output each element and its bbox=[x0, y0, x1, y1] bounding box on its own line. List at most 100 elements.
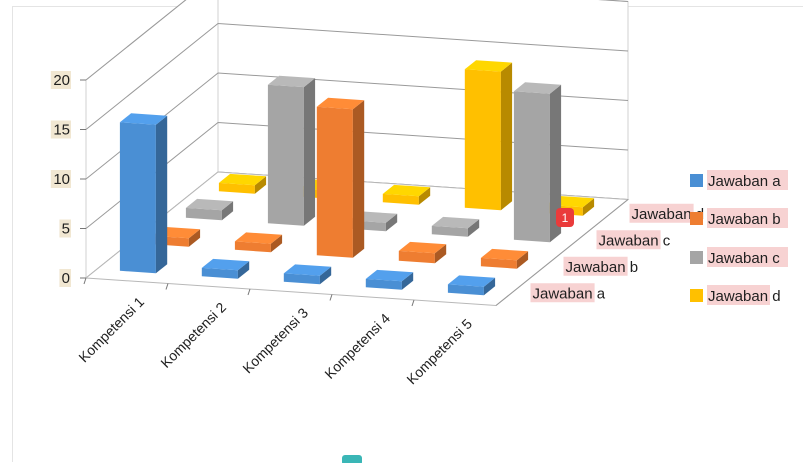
bar-top bbox=[201, 258, 250, 271]
bar-front bbox=[464, 69, 501, 211]
depth-label-highlight bbox=[629, 203, 694, 223]
y-tick-label: 5 bbox=[62, 221, 70, 238]
bar-side bbox=[385, 213, 398, 232]
bar-side bbox=[303, 78, 316, 226]
bar-top bbox=[365, 269, 414, 282]
bar-front bbox=[513, 91, 550, 243]
bar-front bbox=[201, 267, 238, 279]
y-tick-label: 15 bbox=[53, 122, 70, 139]
bar-side bbox=[418, 187, 431, 205]
bar-top bbox=[513, 82, 562, 94]
bar-front bbox=[185, 207, 222, 221]
bar-top bbox=[316, 97, 365, 110]
depth-label-highlight bbox=[530, 283, 595, 303]
legend: Jawaban a Jawaban b Jawaban c Jawaban d bbox=[690, 170, 788, 305]
legend-swatch-c bbox=[690, 251, 703, 264]
depth-label: Jawaban d bbox=[632, 206, 705, 223]
y-axis: 0 5 10 15 20 bbox=[50, 71, 86, 287]
bar-front bbox=[234, 241, 271, 253]
bar[interactable] bbox=[431, 216, 480, 237]
y-tick-label: 0 bbox=[62, 270, 70, 287]
legend-swatch-a bbox=[690, 174, 703, 187]
depth-label-highlight bbox=[596, 230, 661, 250]
bar-top bbox=[185, 198, 234, 211]
bar[interactable] bbox=[218, 173, 267, 194]
legend-highlight-c bbox=[707, 247, 788, 267]
bar[interactable] bbox=[447, 275, 496, 296]
bar-top bbox=[283, 264, 332, 276]
scroll-handle[interactable] bbox=[342, 455, 362, 463]
bar-front bbox=[431, 225, 468, 237]
bar-top bbox=[431, 216, 480, 229]
bar-top bbox=[234, 232, 283, 244]
bar[interactable] bbox=[316, 97, 365, 258]
depth-label: Jawaban a bbox=[533, 285, 606, 302]
x-tick-mark bbox=[247, 288, 251, 296]
x-tick-label: Kompetensi 5 bbox=[403, 315, 475, 387]
bar[interactable] bbox=[234, 232, 283, 253]
bar[interactable] bbox=[513, 82, 562, 243]
bar[interactable] bbox=[267, 75, 316, 226]
x-tick-label: Kompetensi 2 bbox=[157, 299, 229, 371]
legend-item-d[interactable]: Jawaban d bbox=[690, 285, 781, 305]
bar-side bbox=[319, 266, 332, 285]
bar[interactable] bbox=[185, 198, 234, 221]
y-tick-highlight bbox=[50, 71, 71, 89]
bar-top bbox=[398, 241, 447, 254]
bar-side bbox=[155, 115, 168, 274]
bar-side bbox=[434, 244, 447, 264]
legend-item-a[interactable]: Jawaban a bbox=[690, 170, 788, 190]
bar-side bbox=[549, 84, 562, 243]
bar-group bbox=[119, 60, 595, 296]
bar[interactable] bbox=[382, 184, 431, 205]
bar-front bbox=[283, 273, 320, 285]
legend-label-d: Jawaban d bbox=[708, 288, 781, 305]
legend-item-c[interactable]: Jawaban c bbox=[690, 247, 788, 267]
bar-side bbox=[221, 201, 234, 221]
bar-front bbox=[119, 122, 156, 274]
bar[interactable] bbox=[398, 241, 447, 264]
bar-top bbox=[267, 75, 316, 88]
bar[interactable] bbox=[464, 60, 513, 211]
legend-highlight-a bbox=[707, 170, 788, 190]
legend-swatch-d bbox=[690, 289, 703, 302]
x-tick-label: Kompetensi 1 bbox=[75, 293, 147, 365]
depth-axis-line bbox=[495, 199, 629, 306]
y-tick-label: 10 bbox=[53, 171, 70, 188]
bar-front bbox=[316, 106, 353, 258]
depth-label-highlight bbox=[563, 256, 628, 276]
gridline bbox=[85, 22, 629, 130]
bar[interactable] bbox=[283, 264, 332, 285]
bar-side bbox=[270, 234, 283, 253]
legend-label-b: Jawaban b bbox=[708, 211, 781, 228]
x-tick-label: Kompetensi 3 bbox=[239, 304, 311, 376]
legend-highlight-d bbox=[707, 285, 770, 305]
bar-front bbox=[267, 84, 304, 226]
bar-side bbox=[401, 272, 414, 290]
bar-top bbox=[480, 248, 529, 261]
x-tick-mark bbox=[411, 299, 415, 307]
badge-box bbox=[556, 208, 574, 227]
bar-top bbox=[382, 184, 431, 197]
bar-front bbox=[398, 250, 435, 264]
bar-side bbox=[467, 219, 480, 237]
x-tick-mark bbox=[165, 283, 169, 290]
bar-front bbox=[480, 257, 517, 269]
bar-side bbox=[254, 176, 267, 194]
legend-item-b[interactable]: Jawaban b bbox=[690, 208, 788, 228]
y-tick-highlight bbox=[50, 170, 71, 188]
legend-highlight-b bbox=[707, 208, 788, 228]
depth-axis: Jawaban d Jawaban c Jawaban b Jawaban a bbox=[495, 199, 705, 306]
bar-side bbox=[352, 100, 365, 258]
bar[interactable] bbox=[365, 269, 414, 290]
depth-label: Jawaban b bbox=[566, 259, 639, 276]
bar-side bbox=[500, 62, 513, 211]
bar[interactable] bbox=[119, 113, 168, 274]
bar[interactable] bbox=[480, 248, 529, 269]
bar-side bbox=[582, 198, 595, 216]
bar[interactable] bbox=[201, 258, 250, 279]
annotation-badge[interactable]: 1 bbox=[556, 208, 574, 227]
y-tick-highlight bbox=[50, 120, 71, 139]
bar-top bbox=[119, 113, 168, 125]
x-tick-label: Kompetensi 4 bbox=[321, 310, 393, 382]
